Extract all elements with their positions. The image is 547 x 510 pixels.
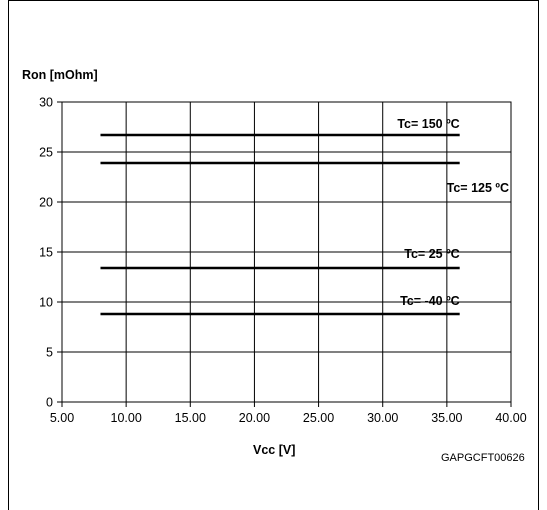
series-label-3: Tc= -40 ºC bbox=[400, 294, 460, 308]
x-tick-label: 15.00 bbox=[175, 411, 206, 425]
y-tick-label: 30 bbox=[39, 96, 53, 110]
series-lines bbox=[100, 133, 460, 316]
x-tick-label: 20.00 bbox=[239, 411, 270, 425]
y-tick-label: 25 bbox=[39, 146, 53, 160]
y-tick-label: 0 bbox=[46, 396, 53, 410]
x-tick-label: 30.00 bbox=[367, 411, 398, 425]
y-axis-label: Ron [mOhm] bbox=[22, 68, 98, 82]
figure-code: GAPGCFT00626 bbox=[441, 452, 525, 464]
y-tick-label: 20 bbox=[39, 196, 53, 210]
y-tick-label: 10 bbox=[39, 296, 53, 310]
x-tick-label: 10.00 bbox=[111, 411, 142, 425]
x-tick-label: 40.00 bbox=[495, 411, 526, 425]
chart-frame bbox=[8, 0, 539, 510]
plot-area-border bbox=[61, 101, 512, 403]
x-tick-label: 25.00 bbox=[303, 411, 334, 425]
x-axis-label: Vcc [V] bbox=[253, 443, 295, 457]
series-label-1: Tc= 125 ºC bbox=[447, 181, 509, 195]
y-tick-labels: 0 5 10 15 20 25 30 bbox=[39, 96, 53, 410]
y-tick-label: 5 bbox=[46, 346, 53, 360]
series-label-0: Tc= 150 ºC bbox=[397, 117, 459, 131]
series-labels: Tc= 150 ºC Tc= 125 ºC Tc= 25 ºC Tc= -40 ºC bbox=[397, 117, 509, 308]
x-tick-label: 5.00 bbox=[50, 411, 74, 425]
plot-area-rect bbox=[61, 101, 512, 403]
x-tick-label: 35.00 bbox=[431, 411, 462, 425]
y-tick-label: 15 bbox=[39, 246, 53, 260]
series-label-2: Tc= 25 ºC bbox=[404, 247, 459, 261]
x-tick-labels: 5.00 10.00 15.00 20.00 25.00 30.00 35.00 40.00 bbox=[50, 411, 527, 425]
